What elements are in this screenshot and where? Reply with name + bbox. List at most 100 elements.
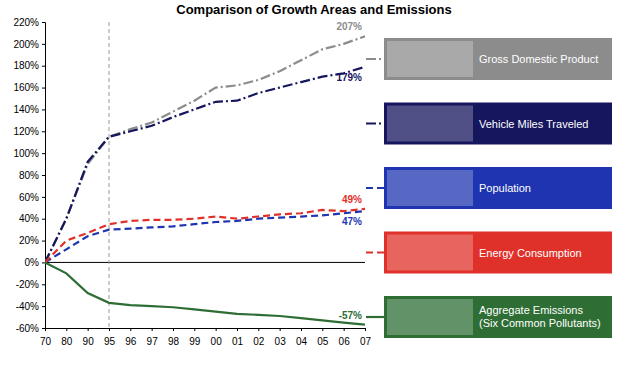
x-tick-label: 70 <box>40 336 52 347</box>
y-tick: 160% <box>13 82 45 93</box>
legend-swatch <box>366 122 384 124</box>
series-line <box>45 211 365 262</box>
x-tick-mark <box>216 328 217 331</box>
x-tick-mark <box>194 328 195 331</box>
y-axis: -60%-40%-20%0%20%40%60%80%100%120%140%16… <box>13 17 45 334</box>
x-tick-mark <box>258 328 259 331</box>
x-tick-label: 05 <box>317 336 329 347</box>
y-tick-label: 180% <box>13 60 39 71</box>
legend-picture <box>387 299 473 335</box>
legend-item: Energy Consumption <box>366 232 612 274</box>
x-tick: 04 <box>296 328 308 347</box>
y-tick-label: -20% <box>16 279 39 290</box>
data-labels: 207% 179% 47% 49% -57% <box>336 21 362 321</box>
data-label: 49% <box>342 194 362 205</box>
y-tick-label: 80% <box>19 170 39 181</box>
data-label: -57% <box>339 310 362 321</box>
y-tick-label: 160% <box>13 82 39 93</box>
y-tick-mark <box>42 22 45 23</box>
y-tick: -20% <box>16 279 45 290</box>
legend-picture <box>387 170 473 206</box>
series-line <box>45 209 365 263</box>
x-tick-mark <box>344 328 345 331</box>
x-tick-mark <box>322 328 323 331</box>
chart: Comparison of Growth Areas and Emissions… <box>0 0 628 368</box>
y-axis-line <box>42 23 46 329</box>
y-tick-mark <box>42 284 45 285</box>
y-tick: 180% <box>13 60 45 71</box>
legend-swatch <box>366 58 384 60</box>
zero-line <box>45 262 365 263</box>
x-tick: 95 <box>104 328 116 347</box>
x-tick-mark <box>173 328 174 331</box>
legend-box <box>384 103 612 145</box>
y-tick-mark <box>42 241 45 242</box>
x-tick: 07 <box>360 328 372 347</box>
y-tick: 40% <box>19 213 45 224</box>
legend-item: Gross Domestic Product <box>366 38 612 80</box>
x-tick-mark <box>88 328 89 331</box>
y-tick: 140% <box>13 104 45 115</box>
y-tick-label: 120% <box>13 126 39 137</box>
data-label: 47% <box>342 216 362 227</box>
y-tick-mark <box>42 44 45 45</box>
x-tick: 96 <box>125 328 137 347</box>
legend-label: Energy Consumption <box>479 247 582 259</box>
x-tick-mark <box>301 328 302 331</box>
x-tick-label: 80 <box>61 336 73 347</box>
y-tick-mark <box>42 328 45 329</box>
legend-label: Aggregate Emissions(Six Common Pollutant… <box>479 304 601 329</box>
y-tick-mark <box>42 109 45 110</box>
x-tick: 98 <box>168 328 180 347</box>
x-tick: 80 <box>61 328 73 347</box>
legend-picture <box>387 41 473 77</box>
y-tick: 100% <box>13 148 45 159</box>
y-tick-mark <box>42 262 45 263</box>
legend-label: Gross Domestic Product <box>479 53 598 65</box>
legend-label: Vehicle Miles Traveled <box>479 118 588 130</box>
y-tick-label: 60% <box>19 192 39 203</box>
title: Comparison of Growth Areas and Emissions <box>176 2 451 17</box>
y-tick: -60% <box>16 323 45 334</box>
legend-box <box>384 167 612 209</box>
x-tick-label: 98 <box>168 336 180 347</box>
y-tick-label: 200% <box>13 39 39 50</box>
data-label: 179% <box>336 72 362 83</box>
x-tick-label: 00 <box>211 336 223 347</box>
x-tick: 06 <box>339 328 351 347</box>
y-tick-mark <box>42 88 45 89</box>
series-line <box>45 36 365 262</box>
x-tick-label: 99 <box>189 336 201 347</box>
x-tick-label: 95 <box>104 336 116 347</box>
x-marker-line <box>109 22 110 328</box>
legend-swatch <box>366 251 384 253</box>
x-tick-mark <box>130 328 131 331</box>
y-tick-mark <box>42 66 45 67</box>
legend-item: Population <box>366 167 612 209</box>
y-tick-label: 220% <box>13 17 39 28</box>
x-tick: 97 <box>147 328 159 347</box>
x-tick: 90 <box>83 328 95 347</box>
y-tick-mark <box>42 153 45 154</box>
y-tick: -40% <box>16 301 45 312</box>
y-tick: 60% <box>19 192 45 203</box>
data-label: 207% <box>336 21 362 32</box>
lines <box>45 36 365 325</box>
y-tick-label: -40% <box>16 301 39 312</box>
y-tick: 120% <box>13 126 45 137</box>
legend-picture <box>387 235 473 271</box>
legend-label: Population <box>479 182 531 194</box>
y-tick: 0% <box>25 257 45 268</box>
y-tick-mark <box>42 197 45 198</box>
x-tick-mark <box>280 328 281 331</box>
x-tick-label: 96 <box>125 336 137 347</box>
legend: Gross Domestic Product Vehicle Miles Trav… <box>366 38 612 338</box>
x-tick: 05 <box>317 328 329 347</box>
legend-item: Aggregate Emissions(Six Common Pollutant… <box>366 296 612 338</box>
x-axis: 70809095969798990001020304050607 <box>40 328 372 347</box>
x-tick-label: 04 <box>296 336 308 347</box>
y-tick-label: 0% <box>25 257 40 268</box>
x-tick-mark <box>365 328 366 331</box>
legend-box <box>384 296 612 338</box>
legend-swatch <box>366 316 384 318</box>
